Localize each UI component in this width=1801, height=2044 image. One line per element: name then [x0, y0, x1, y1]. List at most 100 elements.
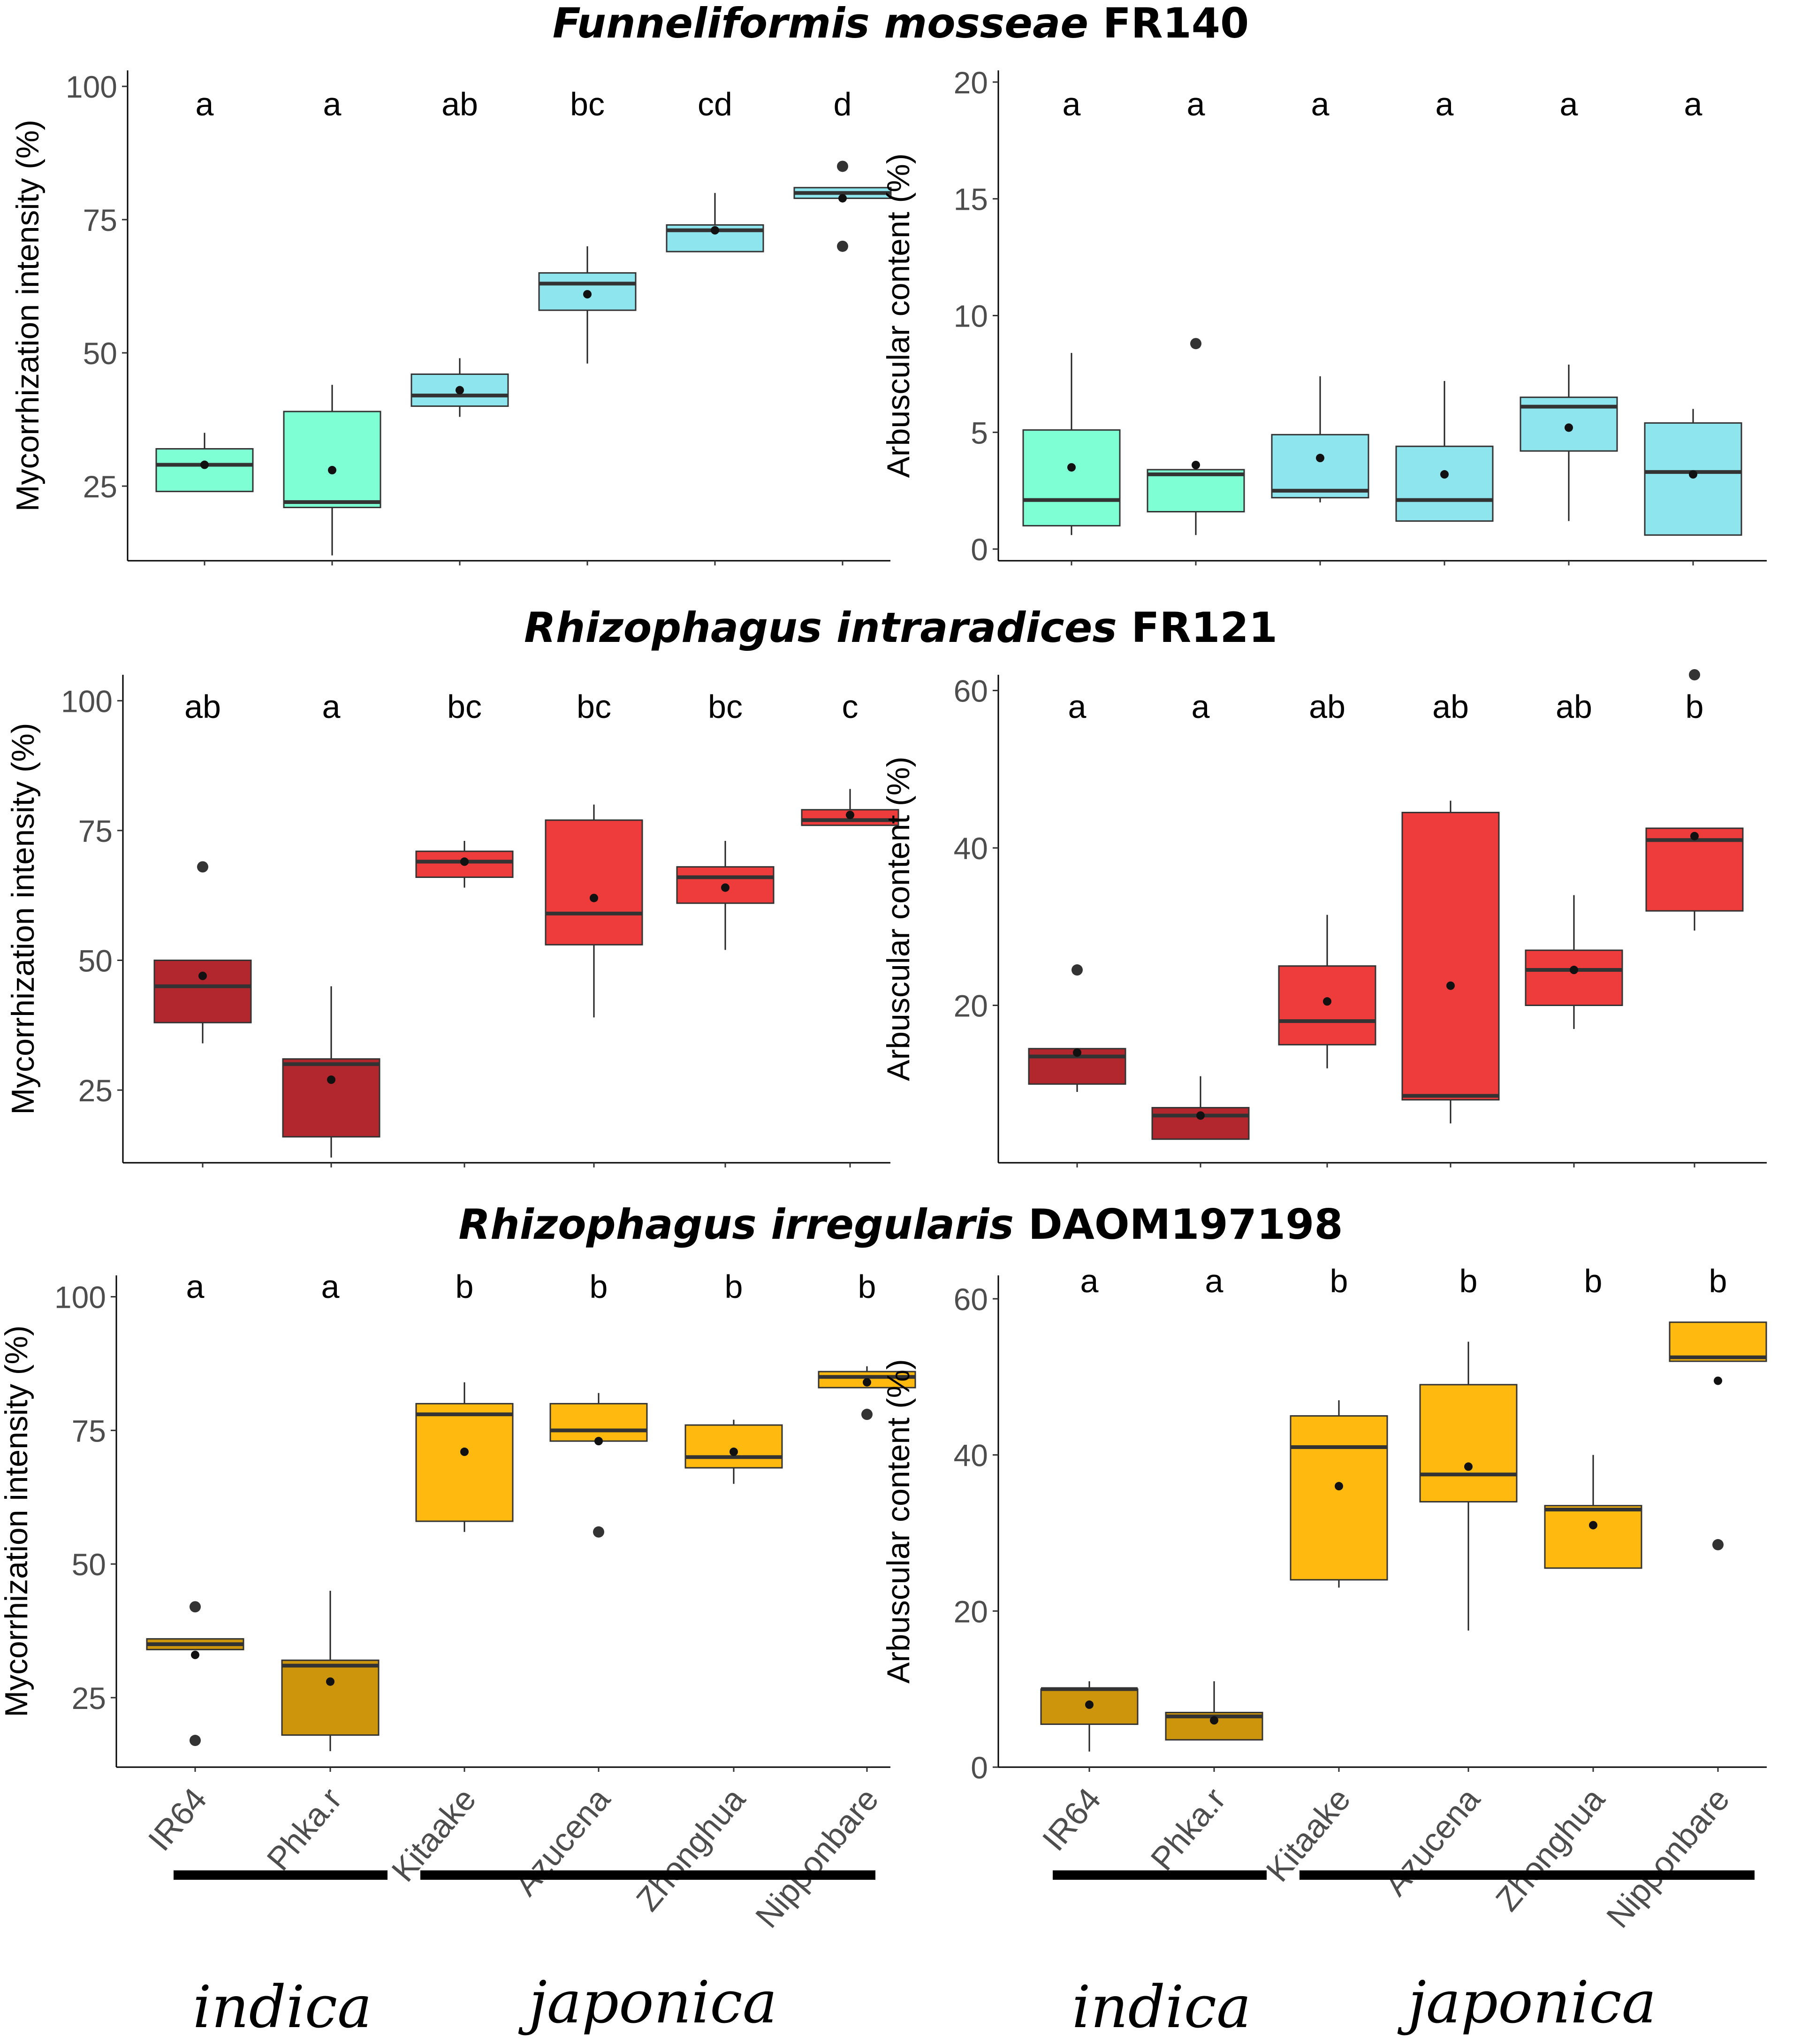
box-body: [1644, 422, 1742, 536]
y-tick-label: 40: [954, 831, 988, 866]
mean-point: [1067, 463, 1076, 472]
section-title-fr140: Funneliformis mosseae FR140: [553, 0, 1249, 47]
box-phkar: [282, 986, 380, 1158]
mean-point: [328, 465, 336, 474]
box-body: [1544, 1505, 1642, 1569]
box-body: [1645, 827, 1744, 912]
japonica-bar: [420, 1870, 875, 1880]
box-kitaake: [415, 1382, 514, 1532]
y-tick-label: 25: [78, 1073, 113, 1108]
mean-point: [721, 883, 730, 892]
significance-letter: bc: [708, 688, 743, 725]
mean-point: [1085, 1700, 1094, 1709]
y-tick-label: 20: [954, 1594, 988, 1629]
box-azucena: [538, 246, 637, 364]
title-species: Funneliformis mosseae: [553, 0, 1088, 47]
box-azucena: [549, 1393, 648, 1538]
box-body: [549, 1403, 648, 1442]
box-ir64: [155, 433, 254, 492]
significance-letter: b: [1584, 1263, 1603, 1299]
y-tick-label: 25: [83, 469, 117, 504]
mean-point: [711, 226, 719, 235]
mean-point: [1464, 1462, 1473, 1471]
mean-point: [1714, 1376, 1722, 1385]
significance-letter: b: [1686, 688, 1704, 725]
significance-letter: a: [1063, 86, 1081, 122]
mean-point: [1196, 1111, 1205, 1120]
group-annotations-right: indica japonica: [1053, 1870, 1755, 2041]
y-tick-label: 10: [954, 299, 988, 334]
mean-point: [1316, 454, 1324, 463]
y-tick-label: 40: [954, 1438, 988, 1473]
significance-letter: d: [834, 86, 852, 122]
box-body: [684, 1424, 783, 1469]
significance-letter: cd: [698, 86, 732, 122]
panel-fr121-arbuscular: 20 40 60 Arbuscular content (%) a a ab ab ab b: [881, 669, 1767, 1167]
japonica-label: japonica: [518, 1969, 777, 2036]
mean-point: [1570, 966, 1578, 975]
significance-letter: a: [1187, 86, 1205, 122]
y-tick-label: 50: [78, 944, 113, 978]
box-azucena: [1419, 1342, 1518, 1631]
significance-letter: ab: [184, 688, 221, 725]
box-body: [538, 272, 637, 311]
significance-letter: ab: [441, 86, 478, 122]
box-zhonghua: [1520, 365, 1618, 521]
box-zhonghua: [684, 1419, 783, 1484]
box-phkar: [283, 385, 381, 556]
outlier-point: [1190, 338, 1201, 350]
box-ir64: [153, 861, 252, 1044]
box-ir64: [1022, 353, 1121, 535]
mean-point: [594, 1437, 603, 1446]
y-tick-label: 100: [66, 69, 117, 104]
mean-point: [456, 386, 464, 395]
significance-letter: ab: [1432, 688, 1469, 725]
box-kitaake: [415, 841, 514, 888]
box-zhonghua: [676, 841, 775, 950]
outlier-point: [197, 861, 208, 873]
y-tick-label: 15: [954, 182, 988, 217]
box-azucena: [1395, 381, 1494, 522]
y-axis-label: Arbuscular content (%): [881, 153, 916, 478]
mean-point: [838, 194, 847, 203]
mean-point: [1323, 997, 1331, 1006]
significance-letter: bc: [577, 688, 611, 725]
group-annotations-left: indica japonica: [174, 1870, 875, 2041]
box-ir64: [146, 1601, 244, 1747]
box-kitaake: [1290, 1400, 1388, 1588]
y-axis-label: Mycorrhization intensity (%): [0, 1325, 34, 1717]
mean-point: [1440, 470, 1449, 479]
svg-text:Rhizophagus irregularis: Rhizophagus irregularis DAOM197198: [458, 1200, 1343, 1249]
panel-fr140-arbuscular: 0 5 10 15 20 Arbuscular content (%) a a a a a a: [881, 65, 1767, 567]
significance-letter: b: [1459, 1263, 1478, 1299]
y-tick-label: 0: [971, 532, 988, 567]
outlier-point: [861, 1409, 873, 1420]
box-phkar: [1151, 1076, 1250, 1140]
significance-letter: a: [1436, 86, 1454, 122]
japonica-bar: [1299, 1870, 1755, 1880]
box-zhonghua: [1525, 895, 1623, 1029]
y-axis-label: Mycorrhization intensity (%): [5, 723, 41, 1114]
box-nipponbare: [1669, 1321, 1767, 1550]
box-nipponbare: [1645, 669, 1744, 931]
significance-letter: b: [456, 1268, 474, 1305]
indica-label: indica: [193, 1974, 372, 2041]
box-body: [1147, 469, 1245, 513]
box-zhonghua: [666, 193, 764, 252]
y-tick-label: 50: [83, 336, 117, 371]
box-azucena: [1401, 801, 1500, 1124]
y-axis-label: Mycorrhization intensity (%): [10, 120, 46, 511]
svg-text:Funneliformis mosseae F: Funneliformis mosseae FR140: [553, 0, 1249, 47]
outlier-point: [190, 1735, 201, 1747]
box-body: [1290, 1415, 1388, 1581]
y-tick-label: 60: [954, 1282, 988, 1317]
indica-bar: [174, 1870, 388, 1880]
mean-point: [1689, 470, 1697, 479]
svg-text:Rhizophagus intraradices: Rhizophagus intraradices FR121: [524, 603, 1277, 652]
box-body: [1271, 434, 1369, 499]
box-nipponbare: [793, 160, 892, 252]
outlier-point: [190, 1601, 201, 1613]
significance-letter: a: [1560, 86, 1578, 122]
box-phkar: [281, 1591, 380, 1751]
box-body: [545, 819, 643, 946]
